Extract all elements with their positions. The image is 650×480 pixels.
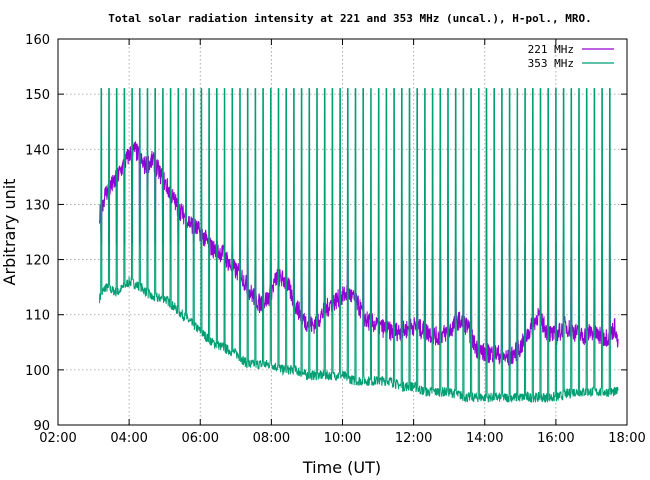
plot-border	[57, 38, 628, 426]
x-tick-label: 08:00	[253, 431, 290, 446]
legend-label-353: 353 MHz	[528, 57, 574, 70]
x-axis-ticks: 02:00 04:00 06:00 08:00 10:00 12:00 14:00 16:00…	[39, 39, 646, 446]
x-tick-label: 16:00	[537, 431, 574, 446]
legend-label-221: 221 MHz	[528, 43, 574, 56]
y-axis-label: Arbitrary unit	[0, 179, 19, 286]
y-tick-label: 130	[25, 198, 50, 213]
grid-lines	[58, 39, 627, 425]
y-tick-label: 150	[25, 88, 50, 103]
x-tick-label: 14:00	[466, 431, 503, 446]
x-axis-label: Time (UT)	[302, 458, 381, 477]
y-tick-label: 100	[25, 364, 50, 379]
legend: 221 MHz 353 MHz	[528, 43, 614, 70]
x-tick-label: 18:00	[608, 431, 645, 446]
x-tick-label: 02:00	[39, 431, 76, 446]
x-tick-label: 04:00	[110, 431, 147, 446]
x-tick-label: 06:00	[182, 431, 219, 446]
series-353-line	[99, 88, 619, 403]
x-tick-label: 12:00	[395, 431, 432, 446]
y-tick-label: 140	[25, 143, 50, 158]
series-353-mhz	[99, 88, 619, 403]
x-tick-label: 10:00	[324, 431, 361, 446]
y-axis-ticks: 90 100 110 120 130 140 150 160	[25, 33, 627, 434]
y-tick-label: 120	[25, 254, 50, 269]
y-tick-label: 160	[25, 33, 50, 48]
y-tick-label: 90	[33, 419, 50, 434]
chart-title: Total solar radiation intensity at 221 a…	[108, 12, 591, 25]
y-tick-label: 110	[25, 309, 50, 324]
